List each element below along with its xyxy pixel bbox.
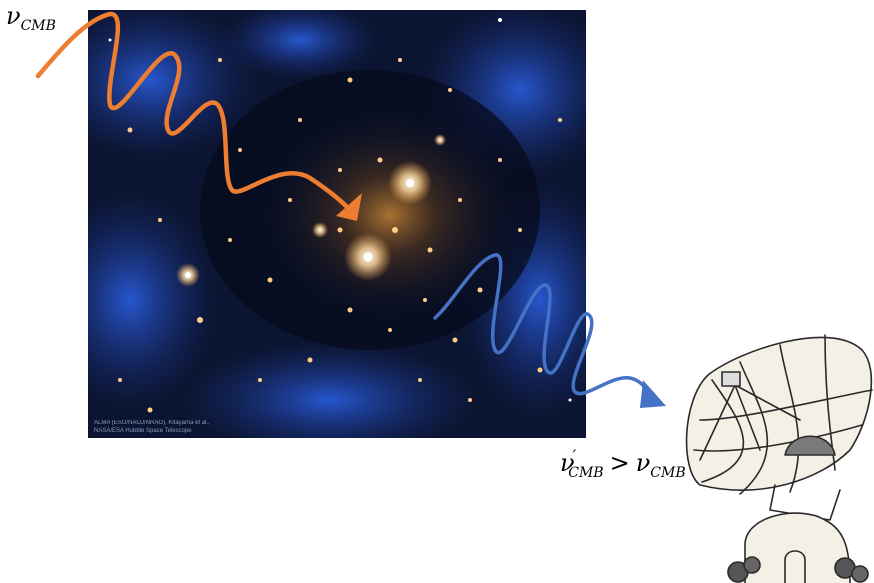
frequency-relation-label: ν′CMB > νCMB (560, 446, 686, 481)
incoming-arrowhead (336, 193, 362, 221)
outgoing-boosted-photon-wave (433, 253, 666, 408)
prime-mark: ′ (572, 446, 577, 465)
credit-line-2: NASA/ESA Hubble Space Telescope (94, 428, 192, 434)
galaxy-cluster-image (88, 10, 586, 438)
nu-prime-symbol: ν (560, 449, 575, 477)
outgoing-arrowhead (640, 380, 666, 408)
image-credit: ALMA (ESO/NAOJ/NRAO), Kitayama et al., N… (94, 419, 294, 435)
incoming-cmb-photon-wave (35, 11, 362, 221)
radio-telescope-icon (685, 334, 873, 583)
greater-than-operator: > (609, 449, 630, 477)
cmb-subscript: CMB (20, 18, 56, 34)
nu-symbol: ν (6, 2, 21, 30)
cmb-subscript-right: CMB (650, 465, 686, 481)
credit-line-1: ALMA (ESO/NAOJ/NRAO), Kitayama et al., (94, 420, 210, 426)
nu-symbol-right: ν (635, 449, 651, 477)
incoming-frequency-label: νCMB (6, 2, 56, 34)
cmb-subscript-left: CMB (568, 465, 604, 481)
